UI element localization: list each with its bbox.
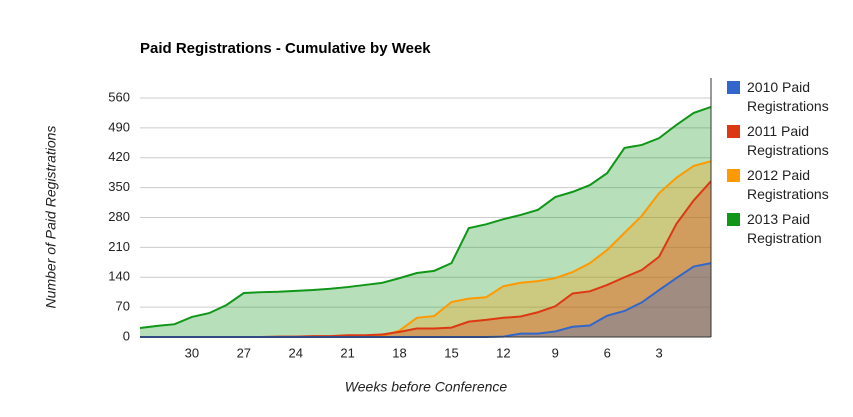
legend-item: 2013 Paid Registration	[727, 210, 847, 248]
y-tick-label: 210	[108, 239, 130, 254]
legend-item: 2010 Paid Registrations	[727, 78, 847, 116]
legend-swatch	[727, 169, 740, 182]
line	[139, 106, 712, 330]
legend-swatch	[727, 213, 740, 226]
area	[140, 181, 711, 337]
x-tick-label: 6	[604, 345, 611, 360]
y-tick-label: 0	[123, 328, 130, 343]
legend-swatch	[727, 125, 740, 138]
y-tick-label: 420	[108, 149, 130, 164]
x-tick-label: 24	[288, 345, 302, 360]
area	[140, 161, 711, 337]
legend-label: 2011 Paid Registrations	[747, 123, 829, 158]
x-tick-label: 15	[444, 345, 458, 360]
y-tick-label: 280	[108, 209, 130, 224]
x-tick-label: 12	[496, 345, 510, 360]
y-tick-label: 350	[108, 179, 130, 194]
y-tick-label: 140	[108, 269, 130, 284]
x-tick-label: 30	[185, 345, 199, 360]
y-tick-label: 490	[108, 119, 130, 134]
x-axis-title: Weeks before Conference	[345, 379, 508, 395]
chart-title: Paid Registrations - Cumulative by Week	[140, 40, 431, 57]
area	[140, 106, 711, 338]
legend-label: 2013 Paid Registration	[747, 211, 822, 246]
x-tick-label: 18	[392, 345, 406, 360]
y-tick-label: 70	[116, 299, 130, 314]
y-axis-title: Number of Paid Registrations	[43, 126, 59, 309]
area	[140, 263, 711, 337]
legend: 2010 Paid Registrations 2011 Paid Registr…	[727, 78, 847, 254]
x-tick-label: 27	[237, 345, 251, 360]
legend-label: 2010 Paid Registrations	[747, 79, 829, 114]
legend-item: 2011 Paid Registrations	[727, 122, 847, 160]
legend-swatch	[727, 81, 740, 94]
x-tick-label: 21	[340, 345, 354, 360]
legend-label: 2012 Paid Registrations	[747, 167, 829, 202]
legend-item: 2012 Paid Registrations	[727, 166, 847, 204]
x-tick-label: 9	[552, 345, 559, 360]
y-tick-label: 560	[108, 89, 130, 104]
x-tick-label: 3	[655, 345, 662, 360]
